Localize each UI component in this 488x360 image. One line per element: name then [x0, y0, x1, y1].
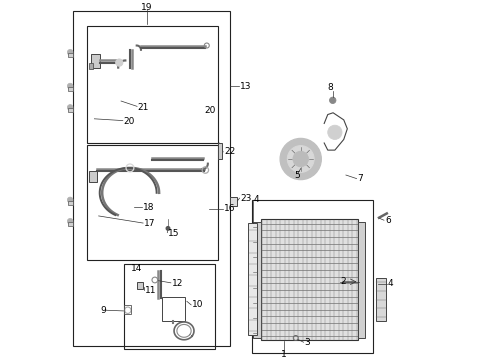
- Text: 21: 21: [138, 103, 149, 112]
- Circle shape: [292, 151, 308, 167]
- Text: 10: 10: [191, 300, 203, 309]
- Text: 20: 20: [204, 107, 216, 116]
- Text: 12: 12: [171, 279, 183, 288]
- Bar: [252, 222, 260, 338]
- Bar: [67, 222, 73, 226]
- Bar: [67, 108, 73, 112]
- Text: 2: 2: [340, 277, 346, 286]
- Bar: [124, 305, 131, 315]
- Text: 15: 15: [168, 229, 179, 238]
- Text: 6: 6: [384, 216, 390, 225]
- Circle shape: [67, 49, 73, 55]
- Text: 14: 14: [131, 264, 142, 273]
- Circle shape: [67, 83, 73, 89]
- Circle shape: [287, 145, 313, 172]
- Circle shape: [280, 138, 321, 180]
- Circle shape: [116, 59, 122, 66]
- Text: 19: 19: [141, 3, 152, 12]
- Bar: [91, 54, 100, 68]
- Bar: [247, 223, 257, 335]
- Bar: [123, 264, 215, 349]
- Text: 1: 1: [280, 350, 286, 359]
- Text: 17: 17: [144, 219, 155, 228]
- Bar: [260, 220, 358, 341]
- Bar: [89, 171, 97, 182]
- Text: 23: 23: [240, 194, 251, 203]
- Text: 3: 3: [304, 338, 309, 347]
- Bar: [67, 201, 73, 205]
- Bar: [73, 12, 229, 346]
- Text: 4: 4: [387, 279, 393, 288]
- Text: 5: 5: [294, 171, 300, 180]
- Bar: [67, 53, 73, 57]
- Bar: [162, 297, 184, 321]
- Text: 8: 8: [327, 84, 333, 93]
- Circle shape: [67, 197, 73, 203]
- Text: 13: 13: [240, 82, 251, 91]
- Bar: [87, 26, 218, 143]
- Circle shape: [67, 105, 73, 110]
- Bar: [375, 278, 386, 321]
- Bar: [87, 145, 218, 260]
- Bar: [67, 87, 73, 91]
- Text: 22: 22: [224, 147, 235, 156]
- Circle shape: [327, 125, 341, 139]
- Text: 4: 4: [253, 195, 259, 204]
- Text: 18: 18: [143, 203, 154, 212]
- Circle shape: [67, 219, 73, 224]
- Circle shape: [166, 226, 169, 230]
- Bar: [358, 222, 364, 338]
- Text: 7: 7: [357, 174, 363, 183]
- Bar: [217, 143, 222, 159]
- Bar: [89, 63, 93, 69]
- Bar: [137, 282, 143, 289]
- Bar: [251, 200, 372, 353]
- Bar: [229, 197, 236, 206]
- Text: 20: 20: [123, 117, 135, 126]
- Circle shape: [329, 97, 335, 104]
- Text: 11: 11: [144, 286, 156, 295]
- Text: 9: 9: [100, 306, 106, 315]
- Text: 16: 16: [224, 204, 235, 213]
